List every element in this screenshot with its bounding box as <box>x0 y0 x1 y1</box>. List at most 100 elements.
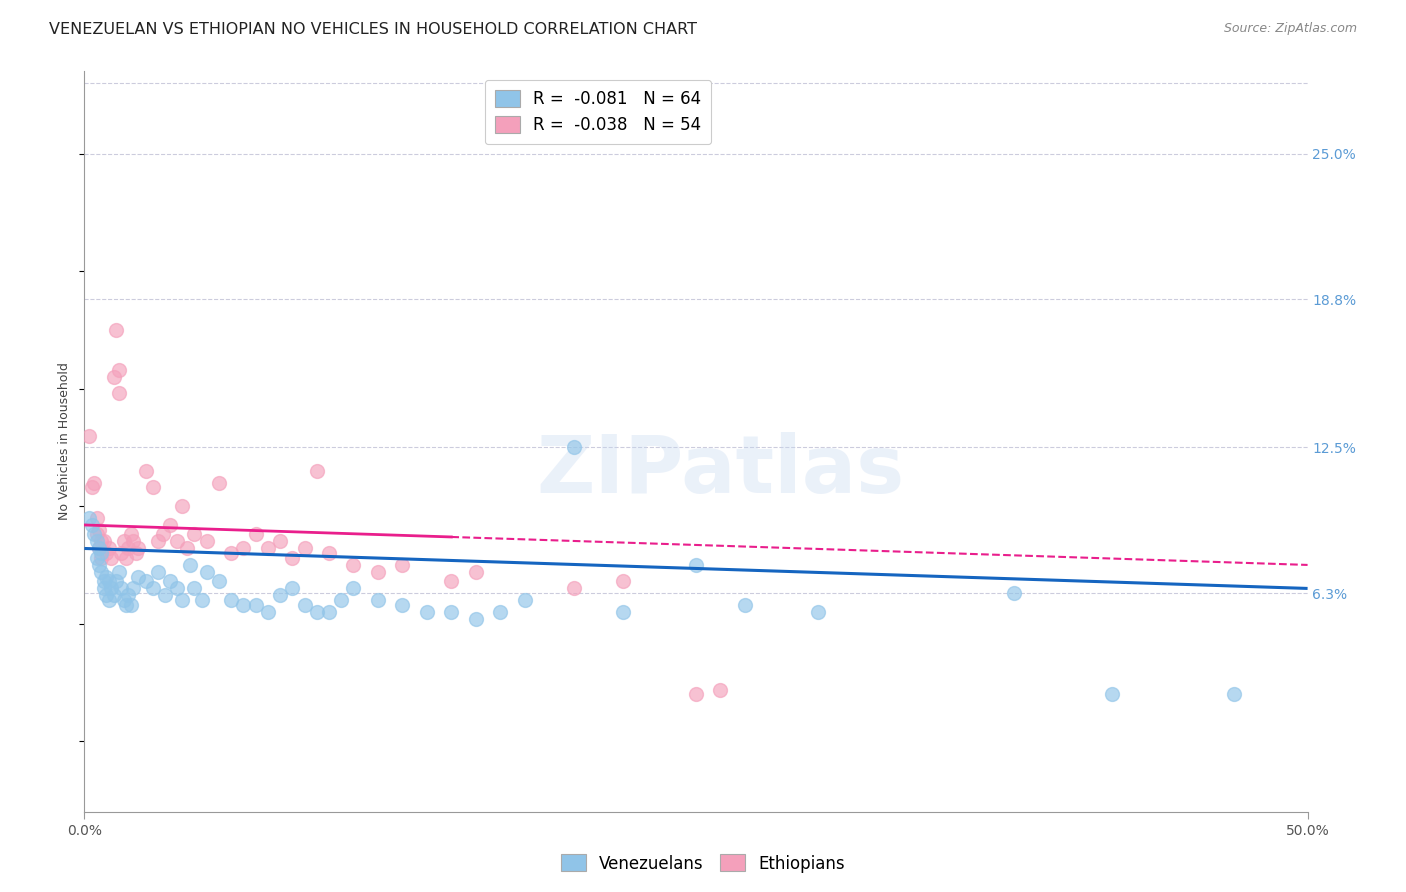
Point <box>1002 586 1025 600</box>
Point <box>152 527 174 541</box>
Point <box>709 682 731 697</box>
Point <box>107 363 129 377</box>
Point <box>125 546 148 560</box>
Point <box>107 386 129 401</box>
Point <box>807 605 830 619</box>
Point <box>166 582 188 596</box>
Point <box>245 527 267 541</box>
Point <box>87 541 110 556</box>
Point <box>77 511 100 525</box>
Point <box>103 370 125 384</box>
Point <box>166 534 188 549</box>
Point <box>172 593 194 607</box>
Point <box>83 475 105 490</box>
Point <box>294 541 316 556</box>
Point <box>142 582 165 596</box>
Point <box>489 605 512 619</box>
Text: VENEZUELAN VS ETHIOPIAN NO VEHICLES IN HOUSEHOLD CORRELATION CHART: VENEZUELAN VS ETHIOPIAN NO VEHICLES IN H… <box>49 22 697 37</box>
Point <box>100 582 122 596</box>
Point <box>86 527 108 541</box>
Point <box>294 598 316 612</box>
Point <box>191 593 214 607</box>
Point <box>96 570 118 584</box>
Point <box>93 574 115 589</box>
Point <box>153 589 176 603</box>
Point <box>97 574 120 589</box>
Point <box>232 541 254 556</box>
Point <box>330 593 353 607</box>
Point <box>122 534 145 549</box>
Text: ZIPatlas: ZIPatlas <box>536 432 904 510</box>
Point <box>232 598 254 612</box>
Point <box>110 582 132 596</box>
Point <box>208 475 231 490</box>
Point <box>245 598 267 612</box>
Point <box>90 534 112 549</box>
Point <box>367 593 389 607</box>
Point <box>219 546 242 560</box>
Legend: Venezuelans, Ethiopians: Venezuelans, Ethiopians <box>554 847 852 880</box>
Point <box>86 511 108 525</box>
Point <box>120 527 142 541</box>
Point <box>195 565 218 579</box>
Point <box>103 589 125 603</box>
Point <box>90 550 112 565</box>
Point <box>97 593 120 607</box>
Point <box>120 598 142 612</box>
Point <box>513 593 536 607</box>
Point <box>176 541 198 556</box>
Point <box>416 605 439 619</box>
Point <box>122 582 145 596</box>
Point <box>86 534 108 549</box>
Point <box>115 598 138 612</box>
Point <box>269 589 291 603</box>
Point <box>146 534 169 549</box>
Point <box>318 546 340 560</box>
Point <box>80 518 103 533</box>
Y-axis label: No Vehicles in Household: No Vehicles in Household <box>58 363 72 520</box>
Point <box>1101 687 1123 701</box>
Point <box>440 605 463 619</box>
Point <box>305 605 328 619</box>
Point <box>305 464 328 478</box>
Point <box>257 605 280 619</box>
Point <box>90 546 112 560</box>
Point <box>562 441 585 455</box>
Text: Source: ZipAtlas.com: Source: ZipAtlas.com <box>1223 22 1357 36</box>
Point <box>117 589 139 603</box>
Point <box>464 612 486 626</box>
Point <box>77 428 100 442</box>
Point <box>107 565 129 579</box>
Point <box>440 574 463 589</box>
Point <box>318 605 340 619</box>
Point <box>127 570 149 584</box>
Point <box>269 534 291 549</box>
Point <box>734 598 756 612</box>
Point <box>112 534 135 549</box>
Point <box>159 574 181 589</box>
Point <box>86 550 108 565</box>
Point <box>87 558 110 572</box>
Point <box>83 527 105 541</box>
Point <box>562 582 585 596</box>
Point <box>112 593 135 607</box>
Point <box>146 565 169 579</box>
Point <box>172 499 194 513</box>
Point <box>1223 687 1246 701</box>
Point <box>391 598 413 612</box>
Point <box>179 558 201 572</box>
Point <box>115 550 138 565</box>
Point <box>208 574 231 589</box>
Point <box>100 550 122 565</box>
Point <box>685 558 707 572</box>
Point <box>183 527 205 541</box>
Point <box>96 589 118 603</box>
Point <box>281 550 304 565</box>
Point <box>281 582 304 596</box>
Point <box>367 565 389 579</box>
Point <box>93 534 115 549</box>
Point <box>142 480 165 494</box>
Point <box>127 541 149 556</box>
Point <box>97 541 120 556</box>
Point <box>342 582 364 596</box>
